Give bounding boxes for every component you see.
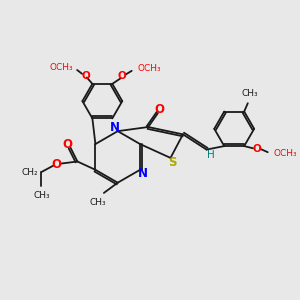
Text: OCH₃: OCH₃ <box>273 149 297 158</box>
Text: O: O <box>81 70 90 80</box>
Text: CH₃: CH₃ <box>33 191 50 200</box>
Text: O: O <box>118 71 126 81</box>
Text: N: N <box>138 167 148 180</box>
Text: CH₂: CH₂ <box>22 167 38 176</box>
Text: O: O <box>63 137 73 151</box>
Text: CH₃: CH₃ <box>242 89 258 98</box>
Text: OCH₃: OCH₃ <box>50 63 73 72</box>
Text: H: H <box>207 150 214 160</box>
Text: OCH₃: OCH₃ <box>137 64 161 73</box>
Text: O: O <box>154 103 164 116</box>
Text: N: N <box>110 121 119 134</box>
Text: CH₃: CH₃ <box>89 198 106 207</box>
Text: S: S <box>169 155 177 169</box>
Text: O: O <box>52 158 61 171</box>
Text: O: O <box>252 144 261 154</box>
